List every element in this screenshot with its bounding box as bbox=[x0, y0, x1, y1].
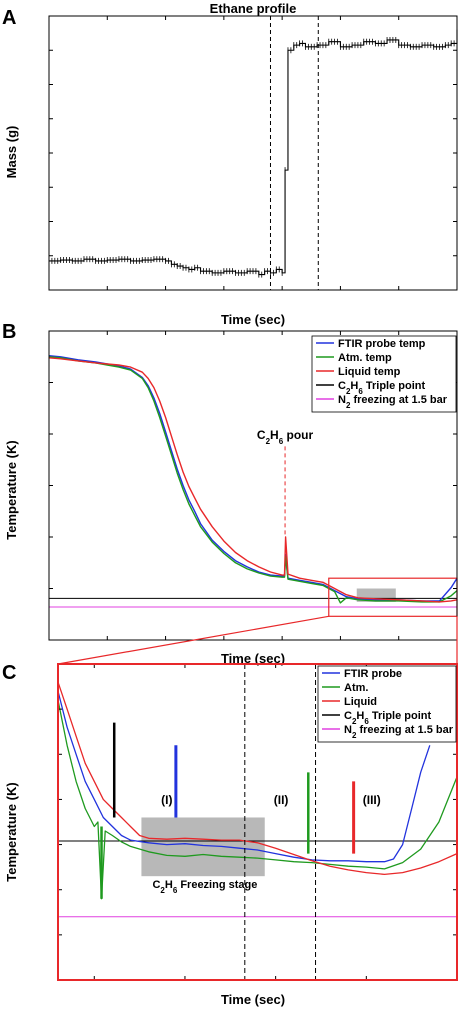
panel-c-legend bbox=[317, 665, 457, 743]
annotation-text-part: 2 bbox=[160, 885, 165, 894]
freezing-stage-shade bbox=[141, 817, 265, 877]
annotation-text-part: pour bbox=[283, 428, 313, 442]
annotation-text-part: C bbox=[152, 879, 160, 891]
panel-a: A Ethane profile Time (sec) Mass (g) bbox=[2, 1, 458, 327]
legend-text-part: 2 bbox=[352, 717, 357, 726]
legend-text-part: C bbox=[338, 380, 346, 392]
panel-c-xlabel: Time (sec) bbox=[221, 992, 285, 1007]
temp-series-1 bbox=[48, 356, 458, 604]
temp-series-0 bbox=[48, 355, 458, 602]
panel-b-legend-label: N2 freezing at 1.5 bar bbox=[338, 394, 448, 410]
panel-c-ylabel: Temperature (K) bbox=[4, 782, 19, 881]
legend-text-part: N bbox=[338, 394, 346, 406]
annotation-text-part: 6 bbox=[279, 437, 284, 446]
panel-c-legend-label: Liquid bbox=[344, 696, 377, 708]
temp-series-2 bbox=[48, 357, 458, 603]
legend-text-part: N bbox=[344, 724, 352, 736]
zoom-connector bbox=[57, 615, 458, 665]
legend-text-part: freezing at 1.5 bar bbox=[356, 724, 453, 736]
panel-a-xlabel: Time (sec) bbox=[221, 312, 285, 327]
annotation-text-part: 6 bbox=[173, 885, 178, 894]
legend-text-part: C bbox=[344, 710, 352, 722]
panel-b-letter: B bbox=[2, 321, 16, 343]
panel-b-legend bbox=[311, 335, 457, 413]
temp-series-0 bbox=[57, 690, 431, 863]
legend-text-part: 2 bbox=[346, 401, 351, 410]
temp-series-1 bbox=[57, 699, 458, 900]
panel-c-legend-label: FTIR probe bbox=[344, 668, 402, 680]
panel-b-legend-label: FTIR probe temp bbox=[338, 338, 426, 350]
annotation-text-part: Freezing stage bbox=[177, 879, 257, 891]
panel-c-legend-label: C2H6 Triple point bbox=[344, 710, 431, 726]
annotation-text-part: H bbox=[270, 428, 279, 442]
panel-c-legend-label: N2 freezing at 1.5 bar bbox=[344, 724, 454, 740]
panel-b-ylabel: Temperature (K) bbox=[4, 440, 19, 539]
annotation-text-part: C bbox=[257, 428, 266, 442]
panel-a-letter: A bbox=[2, 7, 16, 29]
legend-text-part: Triple point bbox=[369, 710, 432, 722]
annotation-text-part: H bbox=[165, 879, 173, 891]
annotation-text-part: 2 bbox=[266, 437, 271, 446]
legend-text-part: 6 bbox=[358, 387, 363, 396]
panel-a-plot bbox=[48, 15, 458, 291]
mass-series-line bbox=[49, 29, 458, 276]
panel-b-legend-label: C2H6 Triple point bbox=[338, 380, 425, 396]
panel-c-letter: C bbox=[2, 662, 16, 684]
panel-a-title: Ethane profile bbox=[210, 1, 297, 16]
legend-text-part: H bbox=[350, 380, 358, 392]
phase-label: (II) bbox=[274, 793, 289, 807]
panel-a-frame bbox=[48, 15, 458, 291]
panel-b-frame bbox=[48, 330, 458, 641]
panel-b-xlabel: Time (sec) bbox=[221, 651, 285, 666]
freezing-stage-label: C2H6 Freezing stage bbox=[152, 879, 257, 895]
legend-text-part: Triple point bbox=[363, 380, 426, 392]
legend-text-part: freezing at 1.5 bar bbox=[350, 394, 447, 406]
panel-a-ylabel: Mass (g) bbox=[4, 126, 19, 179]
panel-c-legend-label: Atm. bbox=[344, 682, 368, 694]
legend-text-part: 2 bbox=[352, 731, 357, 740]
zoom-connector-left bbox=[57, 615, 329, 665]
panel-b-legend-label: Atm. temp bbox=[338, 352, 392, 364]
temp-series-2 bbox=[57, 681, 458, 876]
legend-text-part: 2 bbox=[346, 387, 351, 396]
panel-c-frame bbox=[57, 663, 458, 981]
pour-label: C2H6 pour bbox=[257, 428, 314, 446]
legend-text-part: H bbox=[356, 710, 364, 722]
phase-label: (I) bbox=[161, 793, 172, 807]
phase-label: (III) bbox=[363, 793, 381, 807]
legend-text-part: 6 bbox=[364, 717, 369, 726]
panel-b-legend-label: Liquid temp bbox=[338, 366, 401, 378]
